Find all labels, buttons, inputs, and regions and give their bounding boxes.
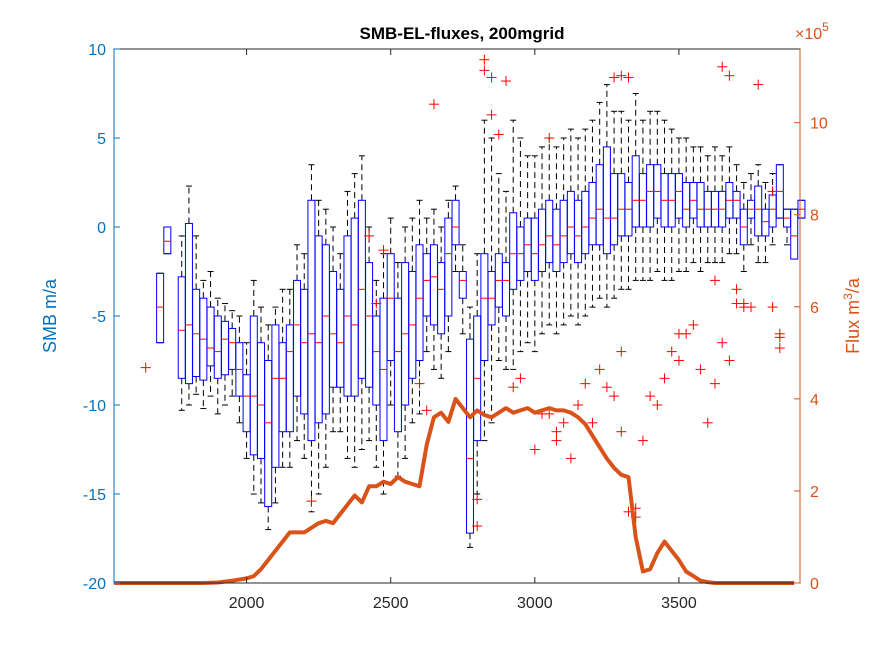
outlier-marker	[479, 54, 490, 65]
outlier-marker	[306, 496, 317, 507]
box	[156, 272, 165, 344]
flux-series-line	[114, 396, 795, 585]
outlier-marker	[702, 417, 713, 428]
y-tick-label-right: 2	[810, 484, 819, 501]
outlier-marker	[616, 346, 627, 357]
y-axis-label-right-prefix: Flux m	[843, 300, 863, 354]
outlier-marker	[544, 408, 555, 419]
box	[790, 208, 799, 260]
y-axis-label-right: Flux m3/a	[841, 277, 863, 354]
outlier-marker	[493, 129, 504, 140]
outlier-marker	[601, 382, 612, 393]
outlier-marker	[616, 70, 627, 81]
outlier-marker	[717, 61, 728, 72]
outlier-marker	[681, 328, 692, 339]
plot-layer	[114, 54, 806, 585]
outlier-marker	[558, 417, 569, 428]
outlier-marker	[666, 346, 677, 357]
outlier-marker	[573, 400, 584, 410]
y-axis-label-right-sup: 3	[841, 293, 855, 300]
outlier-marker	[731, 284, 742, 295]
outlier-marker	[594, 364, 605, 375]
outlier-marker	[508, 382, 519, 393]
right-axis-multiplier: ×105	[795, 20, 829, 43]
y-tick-label-left: -15	[83, 487, 106, 504]
y-tick-label-right: 6	[810, 300, 819, 317]
y-axis-label-right-suffix: /a	[843, 277, 863, 293]
axes-layer: 2000 2500 3000 3500 -20 -15 -10 -5 0 5 10 0 2 4 6 8 10	[83, 42, 828, 612]
outlier-marker	[501, 76, 511, 87]
y-tick-label-left: 0	[97, 220, 106, 237]
outlier-marker	[724, 355, 735, 366]
y-tick-label-left: 10	[88, 42, 106, 59]
box	[451, 199, 460, 246]
y-tick-label-right: 0	[810, 576, 819, 593]
outlier-marker	[709, 378, 720, 389]
outlier-marker	[472, 521, 483, 532]
outlier-marker	[767, 186, 778, 197]
outlier-marker	[472, 494, 483, 505]
outlier-marker	[709, 275, 720, 286]
outlier-marker	[414, 378, 425, 389]
outlier-marker	[659, 373, 670, 384]
box	[458, 271, 467, 299]
outlier-marker	[645, 391, 656, 402]
box	[163, 226, 172, 255]
outlier-marker	[774, 343, 785, 354]
y-tick-label-left: -5	[92, 309, 106, 326]
y-tick-label-right: 8	[810, 208, 819, 225]
x-tick-label: 2500	[373, 595, 409, 612]
outlier-marker	[378, 245, 389, 256]
outlier-marker	[486, 109, 497, 120]
outlier-marker	[421, 405, 432, 416]
y-axis-label-left: SMB m/a	[40, 278, 60, 353]
box	[444, 217, 453, 317]
outlier-marker	[551, 435, 562, 446]
outlier-marker	[515, 373, 526, 384]
outlier-marker	[688, 319, 699, 330]
outlier-marker	[738, 298, 749, 309]
outlier-marker	[529, 444, 540, 455]
y-tick-label-right: 4	[810, 392, 819, 409]
outlier-marker	[753, 79, 764, 90]
outlier-marker	[140, 362, 151, 373]
x-tick-label: 3500	[661, 595, 697, 612]
outlier-marker	[544, 133, 555, 143]
outlier-marker	[717, 337, 728, 348]
outlier-marker	[623, 72, 634, 83]
right-axis-multiplier-exp: 5	[822, 20, 829, 34]
x-tick-label: 2000	[229, 595, 265, 612]
box	[732, 190, 741, 219]
outlier-marker	[486, 72, 497, 83]
y-tick-label-left: -20	[83, 576, 106, 593]
outlier-marker	[774, 332, 785, 343]
y-tick-label-left: -10	[83, 398, 106, 415]
outlier-marker	[609, 72, 620, 83]
outlier-marker	[673, 355, 684, 366]
outlier-marker	[637, 435, 648, 446]
outlier-marker	[551, 426, 562, 437]
outlier-marker	[587, 417, 598, 428]
outlier-marker	[746, 302, 756, 313]
chart-title: SMB-EL-fluxes, 200mgrid	[360, 24, 565, 43]
outlier-marker	[724, 70, 735, 81]
outlier-marker	[565, 453, 576, 464]
y-tick-label-left: 5	[97, 131, 106, 148]
outlier-marker	[767, 302, 778, 313]
outlier-marker	[364, 230, 375, 241]
outlier-marker	[616, 426, 627, 437]
outlier-marker	[609, 391, 620, 402]
outlier-marker	[428, 99, 439, 110]
x-tick-label: 3000	[517, 595, 553, 612]
outlier-marker	[580, 378, 591, 389]
right-axis-multiplier-base: ×10	[795, 26, 822, 43]
y-tick-label-right: 10	[810, 116, 828, 133]
outlier-marker	[371, 298, 382, 309]
outlier-marker	[652, 400, 663, 410]
outlier-marker	[695, 364, 706, 375]
outlier-marker	[479, 65, 490, 76]
